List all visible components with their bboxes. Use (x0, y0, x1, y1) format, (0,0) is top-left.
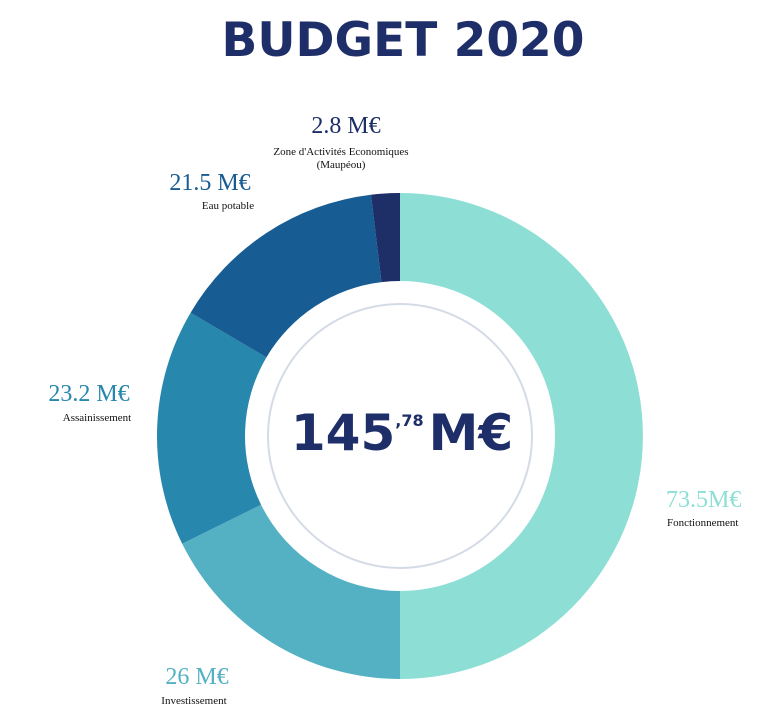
slice-value-label-0: 73.5M€ (666, 487, 741, 513)
slice-name-label-0: Fonctionnement (667, 517, 739, 529)
slice-value-labels: 73.5M€ Fonctionnement 26 M€ Investissement 2… (48, 113, 741, 707)
slice-value-label-2: 23.2 M€ (48, 381, 129, 407)
inner-ring (267, 303, 533, 569)
slice-name-label-3: Eau potable (202, 200, 254, 212)
donut-slices (157, 193, 643, 679)
donut-slice-1 (182, 504, 400, 679)
center-total-main: 145 (291, 404, 395, 462)
slice-value-label-1: 26 M€ (165, 664, 228, 690)
donut-slice-4 (370, 193, 400, 283)
slice-name-label-2: Assainissement (63, 412, 131, 424)
slice-value-label-3: 21.5 M€ (169, 170, 250, 196)
slice-value-label-4: 2.8 M€ (311, 113, 380, 139)
donut-slice-0 (400, 193, 643, 679)
center-total-decimal: ,78 (395, 411, 423, 430)
donut-slice-2 (157, 312, 267, 544)
donut-slice-3 (190, 194, 382, 358)
slice-name-label-1: Investissement (161, 695, 226, 707)
center-total: 145,78 M€ (291, 404, 513, 462)
center-total-text: 145,78 M€ (291, 404, 513, 462)
chart-title: BUDGET 2020 (222, 13, 585, 68)
slice-name-label-4: Zone d'Activités Economiques (Maupéou) (273, 146, 408, 171)
center-total-unit: M€ (429, 404, 514, 462)
